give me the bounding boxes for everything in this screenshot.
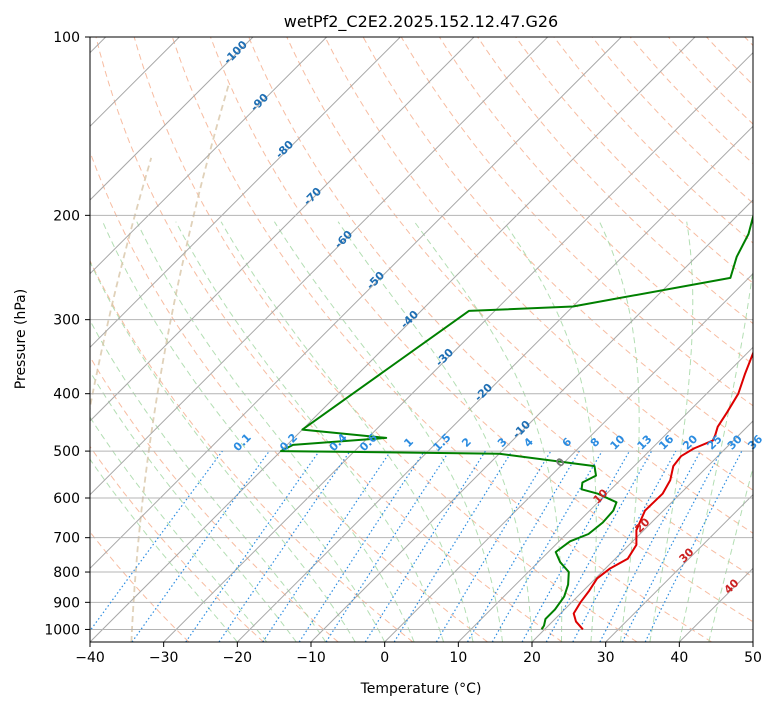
x-tick-label: 40 xyxy=(670,650,688,666)
x-tick-label: 10 xyxy=(449,650,467,666)
x-tick-label: −10 xyxy=(296,650,326,666)
y-tick-label: 600 xyxy=(53,491,80,507)
y-tick-label: 400 xyxy=(53,387,80,403)
x-tick-label: 50 xyxy=(744,650,762,666)
x-tick-label: 20 xyxy=(523,650,541,666)
x-axis-label: Temperature (°C) xyxy=(360,681,482,697)
x-tick-label: −40 xyxy=(75,650,105,666)
x-tick-label: −20 xyxy=(223,650,253,666)
y-tick-label: 700 xyxy=(53,531,80,547)
y-tick-label: 800 xyxy=(53,565,80,581)
y-axis-label: Pressure (hPa) xyxy=(13,289,29,389)
y-tick-label: 900 xyxy=(53,595,80,611)
x-tick-label: 0 xyxy=(380,650,389,666)
y-tick-label: 100 xyxy=(53,30,80,46)
y-tick-label: 500 xyxy=(53,444,80,460)
y-tick-label: 200 xyxy=(53,208,80,224)
y-tick-label: 300 xyxy=(53,313,80,329)
x-tick-label: 30 xyxy=(597,650,615,666)
x-tick-label: −30 xyxy=(149,650,179,666)
y-tick-label: 1000 xyxy=(44,622,80,638)
chart-title: wetPf2_C2E2.2025.152.12.47.G26 xyxy=(284,12,558,32)
